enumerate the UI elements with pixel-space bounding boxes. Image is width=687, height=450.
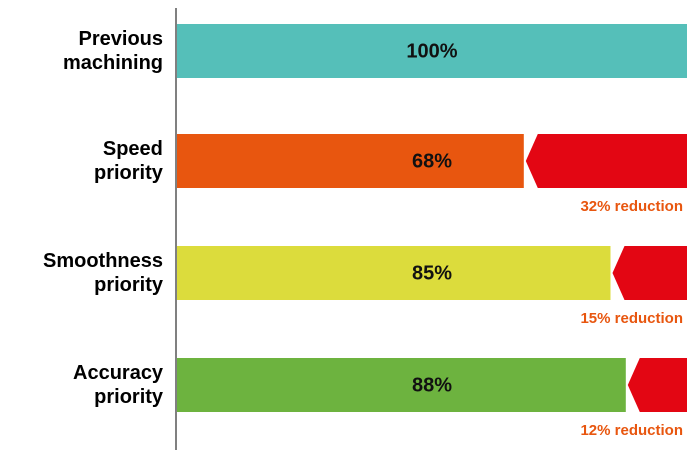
category-label: Previous machining [63,28,164,74]
reduction-arrow [525,134,687,188]
value-label: 85% [412,262,452,284]
value-label: 100% [406,40,457,62]
category-label: Smoothness priority [43,250,164,296]
bar [177,246,611,300]
bar [177,358,626,412]
category-label: Speed priority [94,138,163,184]
annotation: 12% reduction [580,422,683,439]
value-label: 68% [412,150,452,172]
reduction-arrow [627,358,687,412]
category-label: Accuracy priority [73,362,164,408]
annotation: 32% reduction [580,198,683,215]
bar [177,134,524,188]
reduction-arrow [612,246,687,300]
bar [177,24,687,78]
annotation: 15% reduction [580,310,683,327]
value-label: 88% [412,374,452,396]
